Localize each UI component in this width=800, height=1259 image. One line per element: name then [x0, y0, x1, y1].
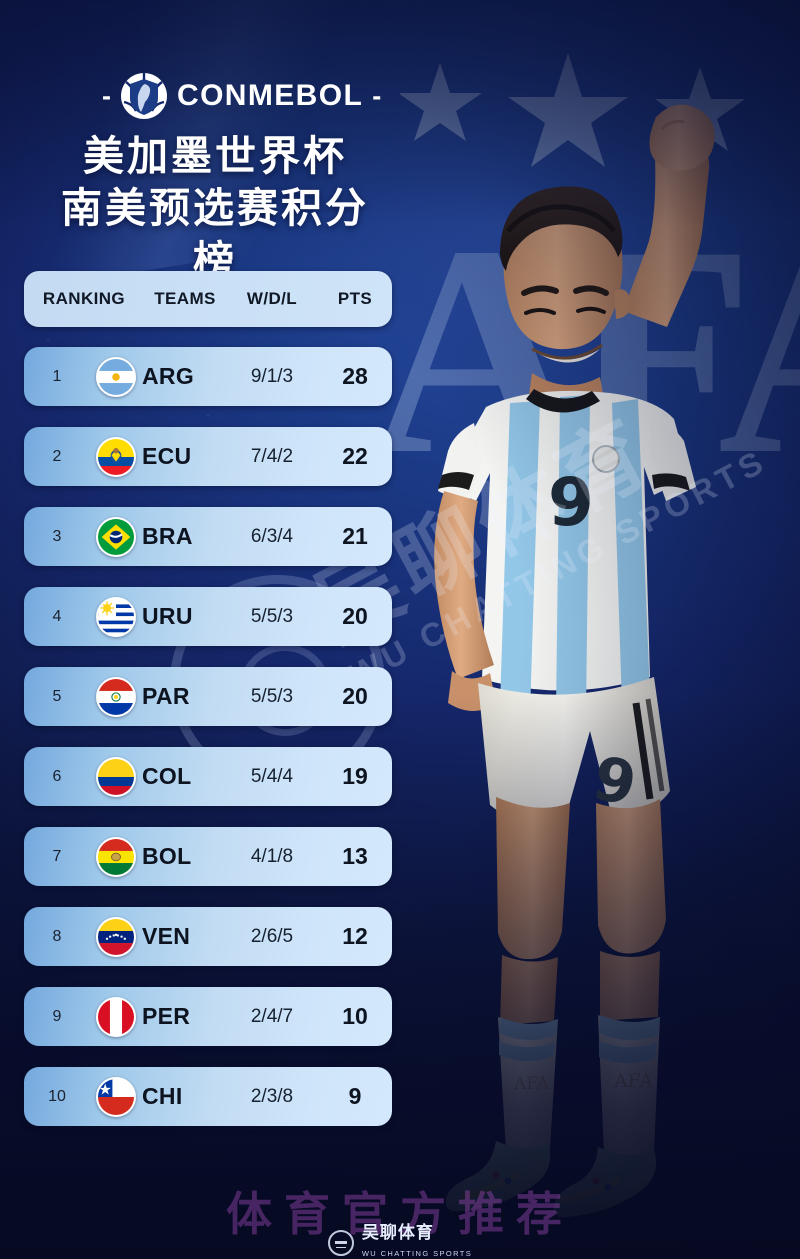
row-points: 28 — [342, 363, 368, 389]
table-header-row: RANKING TEAMS W/D/L PTS — [24, 271, 392, 327]
row-wdl: 9/1/3 — [250, 365, 294, 387]
row-rank: 3 — [52, 527, 62, 545]
row-team-code: COL — [142, 763, 192, 789]
flag-peru-icon — [96, 996, 136, 1037]
flag-uruguay-icon — [96, 596, 136, 637]
flag-chile-icon — [96, 1076, 136, 1117]
row-rank: 9 — [52, 1007, 62, 1025]
row-rank: 4 — [52, 607, 62, 625]
brand-dash-right: - — [372, 80, 382, 111]
page-title: 美加墨世界杯 南美预选赛积分榜 — [40, 130, 390, 287]
row-rank: 5 — [52, 687, 62, 705]
row-rank: 8 — [52, 927, 62, 945]
row-rank: 10 — [48, 1087, 66, 1105]
brand-logo-icon — [327, 1229, 354, 1256]
row-team-code: VEN — [142, 923, 191, 949]
row-points: 9 — [348, 1083, 362, 1109]
row-points: 19 — [342, 763, 368, 789]
row-wdl: 2/4/7 — [250, 1005, 294, 1027]
table-row[interactable]: 1 ARG 9/1/3 28 — [24, 347, 392, 406]
row-wdl: 7/4/2 — [250, 445, 294, 467]
bottom-logo-cn: 吴聊体育 — [361, 1223, 434, 1242]
row-rank: 6 — [52, 767, 62, 785]
row-points: 22 — [342, 443, 368, 469]
flag-venezuela-icon — [96, 916, 136, 957]
bottom-watermark-text: 体育官方推荐 — [226, 1188, 574, 1240]
table-row[interactable]: 7 BOL 4/1/8 13 — [24, 827, 392, 886]
row-wdl: 5/5/3 — [250, 605, 294, 627]
bottom-brand-logo: 吴聊体育 WU CHATTING SPORTS — [0, 1224, 800, 1259]
row-rank: 1 — [52, 367, 62, 385]
column-header-wdl: W/D/L — [246, 289, 298, 308]
column-header-teams: TEAMS — [154, 289, 216, 308]
table-row[interactable]: 8 VEN 2/6/5 12 — [24, 907, 392, 966]
flag-colombia-icon — [96, 756, 136, 797]
brand-dash-left: - — [102, 80, 111, 111]
brand-name: CONMEBOL — [177, 79, 364, 112]
row-points: 20 — [342, 603, 368, 629]
conmebol-shield-icon — [120, 72, 168, 120]
standings-table: RANKING TEAMS W/D/L PTS 1 ARG 9/1/3 28 2 ECU 7… — [24, 271, 392, 1147]
row-points: 21 — [342, 523, 368, 549]
row-points: 12 — [342, 923, 368, 949]
flag-paraguay-icon — [96, 676, 136, 717]
row-team-code: PER — [142, 1003, 191, 1029]
row-wdl: 5/5/3 — [250, 685, 294, 707]
table-row[interactable]: 4 URU 5/5/3 20 — [24, 587, 392, 646]
row-wdl: 2/3/8 — [250, 1085, 294, 1107]
bottom-logo-en: WU CHATTING SPORTS — [361, 1249, 473, 1258]
table-row[interactable]: 2 ECU 7/4/2 22 — [24, 427, 392, 486]
table-row[interactable]: 9 PER 2/4/7 10 — [24, 987, 392, 1046]
row-team-code: CHI — [142, 1083, 183, 1109]
table-row[interactable]: 5 PAR 5/5/3 20 — [24, 667, 392, 726]
row-team-code: BOL — [142, 843, 192, 869]
table-row[interactable]: 10 CHI 2/3/8 9 — [24, 1067, 392, 1126]
flag-brazil-icon — [96, 516, 136, 557]
row-wdl: 2/6/5 — [250, 925, 294, 947]
row-team-code: ARG — [142, 363, 195, 389]
row-team-code: URU — [142, 603, 193, 629]
row-points: 10 — [342, 1003, 368, 1029]
flag-argentina-icon — [96, 356, 136, 397]
row-wdl: 4/1/8 — [250, 845, 294, 867]
row-wdl: 6/3/4 — [250, 525, 294, 547]
row-rank: 7 — [52, 847, 62, 865]
row-points: 13 — [342, 843, 368, 869]
table-row[interactable]: 6 COL 5/4/4 19 — [24, 747, 392, 806]
column-header-pts: PTS — [337, 289, 373, 308]
conmebol-brand: - CONMEBOL - — [102, 72, 381, 120]
row-team-code: BRA — [142, 523, 193, 549]
row-team-code: PAR — [142, 683, 190, 709]
title-line-1: 美加墨世界杯 — [83, 132, 347, 180]
table-row[interactable]: 3 BRA 6/3/4 21 — [24, 507, 392, 566]
row-wdl: 5/4/4 — [250, 765, 294, 787]
flag-ecuador-icon — [96, 436, 136, 477]
row-points: 20 — [342, 683, 368, 709]
column-header-ranking: RANKING — [42, 289, 126, 308]
row-rank: 2 — [52, 447, 62, 465]
row-team-code: ECU — [142, 443, 192, 469]
flag-bolivia-icon — [96, 836, 136, 877]
